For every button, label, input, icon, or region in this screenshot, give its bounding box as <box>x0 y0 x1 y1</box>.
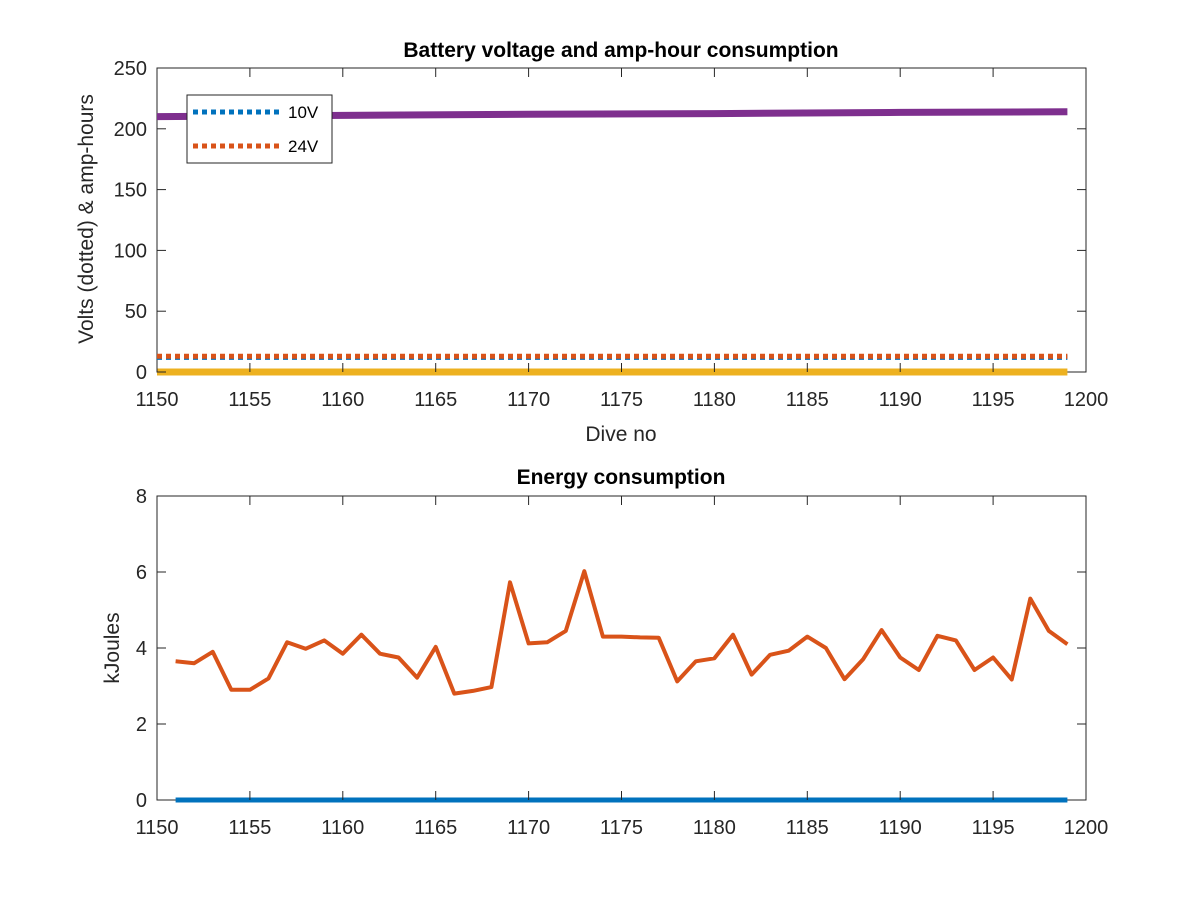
x-tick-label: 1190 <box>879 817 922 839</box>
y-tick-label: 100 <box>114 240 147 262</box>
energy-plot-area <box>156 495 1087 803</box>
energy-axes: Energy consumption kJoules 1150 1155 1160 1… <box>101 466 1108 839</box>
x-tick-label: 1175 <box>600 389 643 411</box>
x-tick-label: 1170 <box>507 817 550 839</box>
y-tick-label: 0 <box>136 362 147 384</box>
y-tick-label: 4 <box>136 638 147 660</box>
y-tick-label: 2 <box>136 714 147 736</box>
y-tick-label: 150 <box>114 180 147 202</box>
legend-label-24v: 24V <box>288 137 319 156</box>
x-tick-label: 1200 <box>1064 817 1109 839</box>
x-tick-label: 1185 <box>786 389 829 411</box>
x-tick-label: 1165 <box>414 389 457 411</box>
battery-voltage-axes: Battery voltage and amp-hour consumption… <box>75 39 1108 446</box>
x-tick-label: 1185 <box>786 817 829 839</box>
x-tick-label: 1180 <box>693 817 736 839</box>
x-tick-label: 1175 <box>600 817 643 839</box>
legend-box <box>186 94 333 164</box>
battery-chart-title: Battery voltage and amp-hour consumption <box>403 39 838 62</box>
x-tick-label: 1155 <box>228 389 271 411</box>
x-tick-label: 1200 <box>1064 389 1109 411</box>
energy-chart-ylabel: kJoules <box>101 612 124 683</box>
x-tick-label: 1195 <box>972 817 1015 839</box>
battery-chart-ylabel: Volts (dotted) & amp-hours <box>75 94 98 344</box>
legend-label-10v: 10V <box>288 103 319 122</box>
x-tick-label: 1150 <box>135 389 178 411</box>
x-tick-label: 1180 <box>693 389 736 411</box>
y-tick-label: 50 <box>125 301 147 323</box>
x-tick-label: 1160 <box>321 817 364 839</box>
energy-ticks: 1150 1155 1160 1165 1170 1175 1180 1185 1190 1195… <box>135 486 1108 839</box>
battery-chart-xlabel: Dive no <box>585 423 656 446</box>
battery-legend: 10V 24V <box>186 94 333 164</box>
x-tick-label: 1195 <box>972 389 1015 411</box>
axes-box <box>156 495 1087 801</box>
x-tick-label: 1165 <box>414 817 457 839</box>
x-tick-label: 1170 <box>507 389 550 411</box>
battery-ticks: 1150 1155 1160 1165 1170 1175 1180 1185 1190 1195… <box>114 58 1109 411</box>
y-tick-label: 6 <box>136 562 147 584</box>
x-tick-label: 1160 <box>321 389 364 411</box>
series-line-series-1 <box>175 569 1069 696</box>
y-tick-label: 0 <box>136 790 147 812</box>
energy-chart-title: Energy consumption <box>517 466 726 489</box>
y-tick-label: 200 <box>114 119 147 141</box>
x-tick-label: 1190 <box>879 389 922 411</box>
x-tick-label: 1150 <box>135 817 178 839</box>
x-tick-label: 1155 <box>228 817 271 839</box>
y-tick-label: 8 <box>136 486 147 508</box>
y-tick-label: 250 <box>114 58 147 80</box>
